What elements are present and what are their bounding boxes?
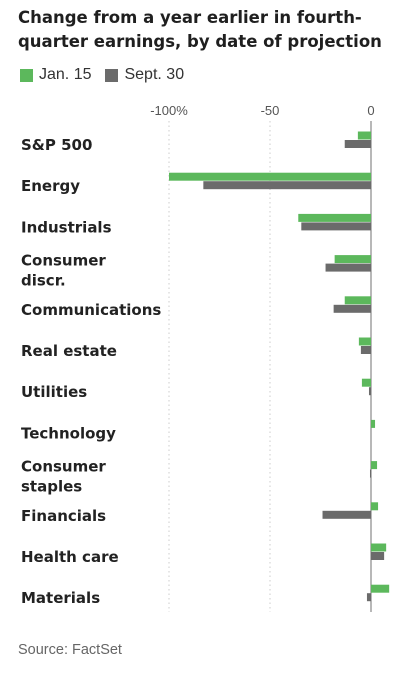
x-tick-label: -50 — [261, 103, 280, 118]
x-tick-label: 0 — [367, 103, 374, 118]
legend-swatch-jan15 — [20, 68, 33, 82]
category-label: Industrials — [21, 218, 112, 236]
bar-jan15 — [371, 419, 376, 428]
bar-sept30 — [322, 510, 371, 519]
bar-jan15 — [357, 131, 371, 140]
bar-jan15 — [298, 213, 371, 222]
source-note: Source: FactSet — [18, 642, 122, 658]
bar-sept30 — [366, 593, 371, 602]
category-label: Consumer discr. — [21, 252, 106, 290]
category-label: S&P 500 — [21, 136, 92, 154]
bar-sept30 — [360, 346, 371, 354]
bar-jan15 — [169, 172, 371, 181]
category-label: Materials — [21, 589, 100, 607]
legend-item-jan15: Jan. 15 — [20, 66, 91, 84]
category-label: Energy — [21, 177, 80, 195]
bar-jan15 — [371, 584, 390, 593]
legend-label-jan15: Jan. 15 — [39, 66, 92, 83]
legend-swatch-sept30 — [105, 68, 119, 82]
chart-title: Change from a year earlier in fourth-qua… — [18, 8, 382, 51]
bar-jan15 — [371, 461, 378, 470]
bar-sept30 — [369, 469, 371, 478]
category-label: Consumer staples — [21, 458, 106, 496]
bar-jan15 — [371, 543, 387, 552]
bar-jan15 — [358, 337, 371, 346]
bar-jan15 — [371, 502, 379, 511]
legend-item-sept30: Sept. 30 — [105, 66, 184, 84]
bar-jan15 — [334, 255, 371, 264]
category-label: Utilities — [21, 383, 87, 401]
bar-sept30 — [344, 140, 371, 148]
category-label: Financials — [21, 507, 106, 525]
legend-label-sept30: Sept. 30 — [124, 66, 185, 83]
bar-sept30 — [325, 263, 371, 272]
bar-sept30 — [333, 304, 371, 313]
bar-sept30 — [368, 387, 371, 396]
category-label: Health care — [21, 548, 119, 566]
bar-sept30 — [203, 181, 371, 190]
category-label: Real estate — [21, 342, 117, 360]
bar-sept30 — [371, 552, 385, 560]
category-label: Communications — [21, 301, 161, 319]
legend: Jan. 15 Sept. 30 — [20, 66, 198, 84]
bar-jan15 — [361, 378, 371, 387]
bar-sept30 — [301, 222, 371, 231]
bar-jan15 — [344, 296, 371, 305]
x-tick-label: -100% — [150, 103, 188, 118]
category-label: Technology — [21, 424, 116, 442]
